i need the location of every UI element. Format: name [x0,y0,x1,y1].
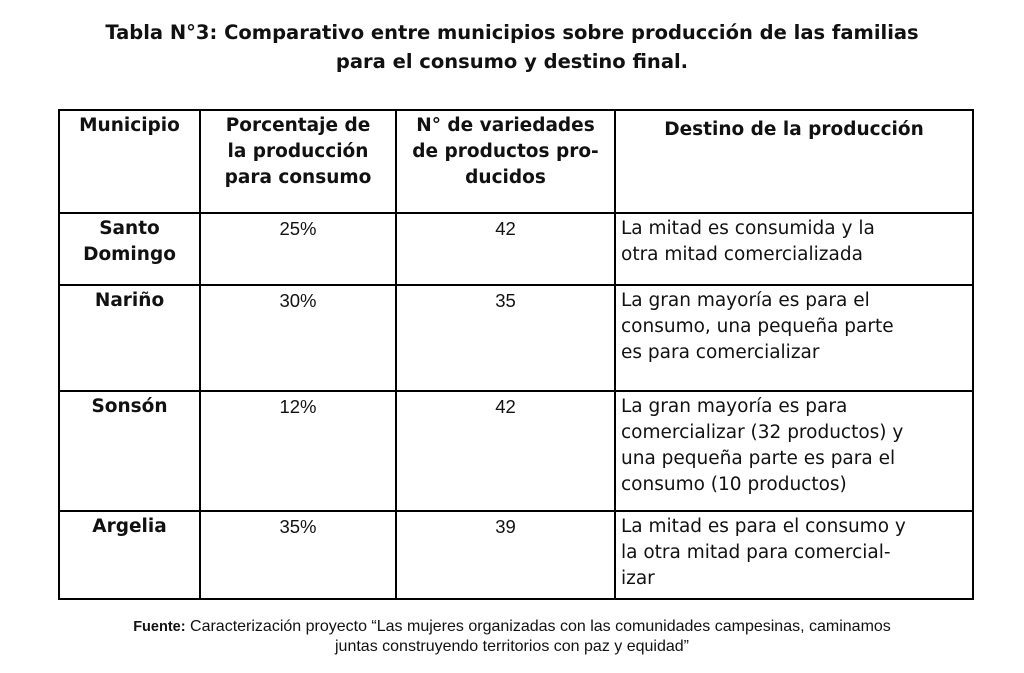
cell-municipio: Argelia [58,510,201,600]
cell-destino: La gran mayoría es para comercializar (3… [614,390,974,512]
cell-destino: La mitad es consumida y la otra mitad co… [614,212,974,286]
header-municipio: Municipio [58,109,201,214]
cell-destino: La mitad es para el consumo y la otra mi… [614,510,974,600]
table-row: Nariño 30% 35 La gran mayoría es para el… [58,284,974,392]
source-note: Fuente: Caracterización proyecto “Las mu… [0,617,1024,657]
source-text-line-1: Caracterización proyecto “Las mujeres or… [190,618,891,635]
header-variedades: N° de variedades de productos pro- ducid… [395,109,616,214]
cell-porcentaje: 35% [199,510,397,600]
cell-porcentaje: 30% [199,284,397,392]
cell-variedades: 39 [395,510,616,600]
table-row: Sonsón 12% 42 La gran mayoría es para co… [58,390,974,512]
header-porcentaje: Porcentaje de la producción para consumo [199,109,397,214]
source-text-line-2: juntas construyendo territorios con paz … [335,638,689,655]
comparison-table: Municipio Porcentaje de la producción pa… [58,109,974,600]
header-destino: Destino de la producción [614,109,974,214]
table-row: Santo Domingo 25% 42 La mitad es consumi… [58,212,974,286]
cell-variedades: 35 [395,284,616,392]
cell-porcentaje: 25% [199,212,397,286]
cell-municipio: Nariño [58,284,201,392]
cell-variedades: 42 [395,390,616,512]
cell-destino: La gran mayoría es para el consumo, una … [614,284,974,392]
table-row: Argelia 35% 39 La mitad es para el consu… [58,510,974,600]
cell-municipio: Sonsón [58,390,201,512]
title-line-2: para el consumo y destino final. [335,50,689,73]
cell-municipio: Santo Domingo [58,212,201,286]
cell-variedades: 42 [395,212,616,286]
header-row: Municipio Porcentaje de la producción pa… [58,109,974,214]
table-title: Tabla N°3: Comparativo entre municipios … [0,18,1024,76]
cell-porcentaje: 12% [199,390,397,512]
source-label: Fuente: [133,619,186,635]
title-line-1: Tabla N°3: Comparativo entre municipios … [105,21,919,44]
